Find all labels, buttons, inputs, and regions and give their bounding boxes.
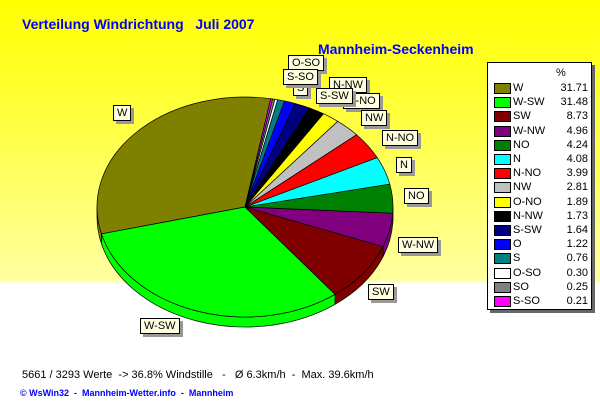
legend-value: 0.25: [566, 280, 588, 293]
legend-value: 2.81: [566, 181, 588, 194]
legend-swatch: [494, 97, 511, 109]
legend-swatch: [494, 139, 511, 151]
legend-swatch: [494, 182, 511, 194]
legend-label: W: [513, 82, 524, 94]
legend-item: SO 0.25: [494, 279, 588, 295]
pie-slice-S-SO: [244, 98, 274, 208]
slice-label-W: W: [113, 105, 132, 121]
legend-value: 0.21: [566, 295, 588, 307]
legend-label: SW: [513, 110, 531, 123]
legend-label: N-NW: [513, 209, 543, 222]
legend-swatch: [494, 125, 511, 137]
legend-item: N-NW 1.73: [494, 208, 588, 224]
slice-label-NO: NO: [404, 188, 429, 204]
legend-label: O-NO: [513, 195, 542, 208]
legend-item: O-NO 1.89: [494, 194, 588, 210]
slice-label-N-NO: N-NO: [382, 130, 419, 146]
legend-swatch: [494, 83, 511, 94]
legend-label: N-NO: [513, 167, 542, 180]
legend-label: W-NW: [513, 124, 546, 137]
legend-label: S: [513, 252, 521, 265]
legend-value: 1.22: [566, 238, 588, 251]
legend-swatch: [494, 267, 511, 279]
footer-stats: 5661 / 3293 Werte -> 36.8% Windstille - …: [22, 369, 374, 381]
legend-value: 31.48: [560, 96, 588, 109]
slice-label-S-SO: S-SO: [283, 69, 318, 85]
legend-swatch: [494, 239, 511, 251]
legend-swatch: [494, 210, 511, 222]
slice-label-N: N: [396, 157, 412, 173]
chart-title: Verteilung Windrichtung Juli 2007: [22, 16, 255, 32]
legend-value: 0.76: [566, 252, 588, 265]
pie-slice-W: [96, 96, 272, 235]
legend-value: 31.71: [560, 82, 588, 94]
legend-value: 0.30: [566, 266, 588, 279]
legend-item: NW 2.81: [494, 179, 588, 195]
legend-header: %: [556, 67, 566, 79]
legend-label: N: [513, 153, 521, 165]
legend-label: S-SO: [513, 295, 540, 307]
legend-value: 8.73: [566, 110, 588, 123]
legend-label: O-SO: [513, 266, 542, 279]
legend-swatch: [494, 296, 511, 307]
legend-item: S 0.76: [494, 250, 588, 266]
legend-value: 1.64: [566, 224, 588, 236]
chart-subtitle: Mannheim-Seckenheim: [318, 41, 474, 57]
legend-value: 4.08: [566, 153, 588, 165]
legend-swatch: [494, 111, 511, 123]
legend-swatch: [494, 154, 511, 165]
legend-label: S-SW: [513, 224, 542, 236]
legend-item: W 31.71: [494, 80, 588, 96]
slice-label-NW: NW: [361, 110, 388, 126]
legend-item: S-SO 0.21: [494, 293, 588, 309]
legend-item: W-NW 4.96: [494, 123, 588, 139]
legend-value: 1.89: [566, 195, 588, 208]
footer-credits[interactable]: © WsWin32 - Mannheim-Wetter.info - Mannh…: [20, 388, 234, 398]
legend-value: 1.73: [566, 209, 588, 222]
legend-swatch: [494, 281, 511, 293]
legend: % W 31.71 W-SW 31.48 SW 8.73 W-NW 4.96 NO 4.24 N 4.…: [487, 62, 592, 310]
legend-value: 4.96: [566, 124, 588, 137]
legend-label: NW: [513, 181, 532, 194]
legend-item: N-NO 3.99: [494, 165, 588, 181]
legend-value: 3.99: [566, 167, 588, 180]
slice-label-SW: SW: [368, 284, 394, 300]
legend-item: S-SW 1.64: [494, 222, 588, 238]
legend-item: N 4.08: [494, 151, 588, 167]
legend-label: NO: [513, 138, 530, 151]
legend-item: SW 8.73: [494, 108, 588, 124]
slice-label-W-NW: W-NW: [398, 237, 439, 253]
legend-swatch: [494, 253, 511, 265]
legend-label: SO: [513, 280, 529, 293]
legend-item: W-SW 31.48: [494, 94, 588, 110]
legend-swatch: [494, 168, 511, 180]
legend-item: O 1.22: [494, 236, 588, 252]
legend-item: NO 4.24: [494, 137, 588, 153]
legend-label: O: [513, 238, 522, 251]
slice-label-W-SW: W-SW: [140, 318, 180, 334]
legend-swatch: [494, 225, 511, 236]
legend-item: O-SO 0.30: [494, 265, 588, 281]
pie-slice-W-SW: [101, 206, 336, 318]
slice-label-S-SW: S-SW: [316, 88, 353, 104]
pie-slice-SW: [244, 206, 384, 295]
legend-swatch: [494, 196, 511, 208]
legend-value: 4.24: [566, 138, 588, 151]
legend-label: W-SW: [513, 96, 545, 109]
